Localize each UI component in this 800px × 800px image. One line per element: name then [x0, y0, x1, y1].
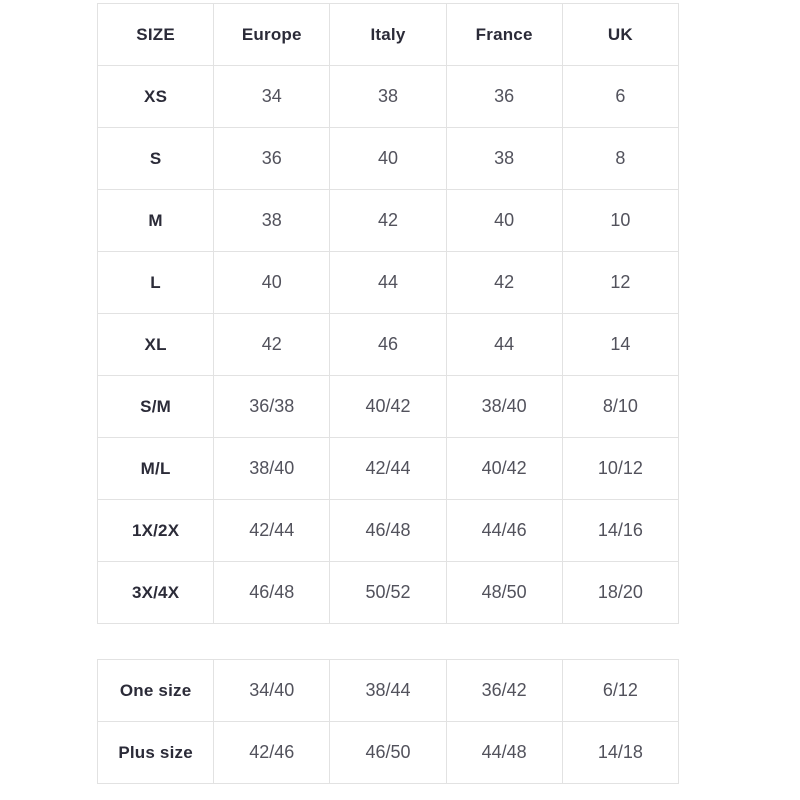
size-value: 38	[445, 127, 563, 190]
size-value: 46/50	[329, 721, 447, 784]
size-value: 40	[445, 189, 563, 252]
table-row: 3X/4X 46/48 50/52 48/50 18/20	[96, 561, 680, 624]
size-value: 40/42	[445, 437, 563, 500]
table-row: S/M 36/38 40/42 38/40 8/10	[96, 375, 680, 438]
table-row: One size 34/40 38/44 36/42 6/12	[96, 659, 680, 722]
size-value: 42	[329, 189, 447, 252]
size-label: 1X/2X	[96, 499, 215, 562]
size-value: 36/38	[213, 375, 331, 438]
size-value: 42/44	[329, 437, 447, 500]
size-value: 34	[213, 65, 331, 128]
size-value: 36	[213, 127, 331, 190]
size-value: 44/48	[445, 721, 563, 784]
column-header: SIZE	[96, 3, 215, 66]
size-value: 40/42	[329, 375, 447, 438]
size-value: 42/44	[213, 499, 331, 562]
size-value: 38	[213, 189, 331, 252]
size-value: 42	[445, 251, 563, 314]
size-value: 14/18	[561, 721, 680, 784]
column-header: France	[445, 3, 563, 66]
size-value: 6	[561, 65, 680, 128]
size-label: XL	[96, 313, 215, 376]
size-value: 44	[329, 251, 447, 314]
size-value: 36/42	[445, 659, 563, 722]
size-value: 34/40	[213, 659, 331, 722]
table-row: M/L 38/40 42/44 40/42 10/12	[96, 437, 680, 500]
size-label: M/L	[96, 437, 215, 500]
size-value: 46/48	[329, 499, 447, 562]
size-value: 10/12	[561, 437, 680, 500]
size-label: M	[96, 189, 215, 252]
table-row: 1X/2X 42/44 46/48 44/46 14/16	[96, 499, 680, 562]
size-value: 8/10	[561, 375, 680, 438]
size-value: 40	[329, 127, 447, 190]
table-row: L 40 44 42 12	[96, 251, 680, 314]
table-row: XL 42 46 44 14	[96, 313, 680, 376]
size-value: 42	[213, 313, 331, 376]
size-value: 38/40	[445, 375, 563, 438]
size-conversion-section: SIZE Europe Italy France UK XS 34 38 36 6 S 36 40 38 8…	[96, 3, 680, 784]
size-value: 14/16	[561, 499, 680, 562]
size-value: 14	[561, 313, 680, 376]
table-row: Plus size 42/46 46/50 44/48 14/18	[96, 721, 680, 784]
size-value: 10	[561, 189, 680, 252]
size-value: 48/50	[445, 561, 563, 624]
size-value: 6/12	[561, 659, 680, 722]
size-value: 44/46	[445, 499, 563, 562]
size-label: Plus size	[96, 721, 215, 784]
size-value: 46	[329, 313, 447, 376]
size-value: 8	[561, 127, 680, 190]
size-value: 38	[329, 65, 447, 128]
size-label: 3X/4X	[96, 561, 215, 624]
size-value: 44	[445, 313, 563, 376]
size-value: 40	[213, 251, 331, 314]
one-size-plus-size-table: One size 34/40 38/44 36/42 6/12 Plus size 42/4…	[96, 659, 680, 784]
size-value: 12	[561, 251, 680, 314]
size-value: 18/20	[561, 561, 680, 624]
table-row: M 38 42 40 10	[96, 189, 680, 252]
size-label: S	[96, 127, 215, 190]
header-row: SIZE Europe Italy France UK	[96, 3, 680, 66]
table-row: S 36 40 38 8	[96, 127, 680, 190]
column-header: UK	[561, 3, 680, 66]
main-size-table: SIZE Europe Italy France UK XS 34 38 36 6 S 36 40 38 8…	[96, 3, 680, 624]
column-header: Italy	[329, 3, 447, 66]
size-value: 50/52	[329, 561, 447, 624]
size-label: L	[96, 251, 215, 314]
size-value: 42/46	[213, 721, 331, 784]
size-value: 38/44	[329, 659, 447, 722]
size-label: One size	[96, 659, 215, 722]
table-row: XS 34 38 36 6	[96, 65, 680, 128]
size-value: 36	[445, 65, 563, 128]
size-value: 46/48	[213, 561, 331, 624]
size-label: XS	[96, 65, 215, 128]
size-value: 38/40	[213, 437, 331, 500]
size-label: S/M	[96, 375, 215, 438]
column-header: Europe	[213, 3, 331, 66]
